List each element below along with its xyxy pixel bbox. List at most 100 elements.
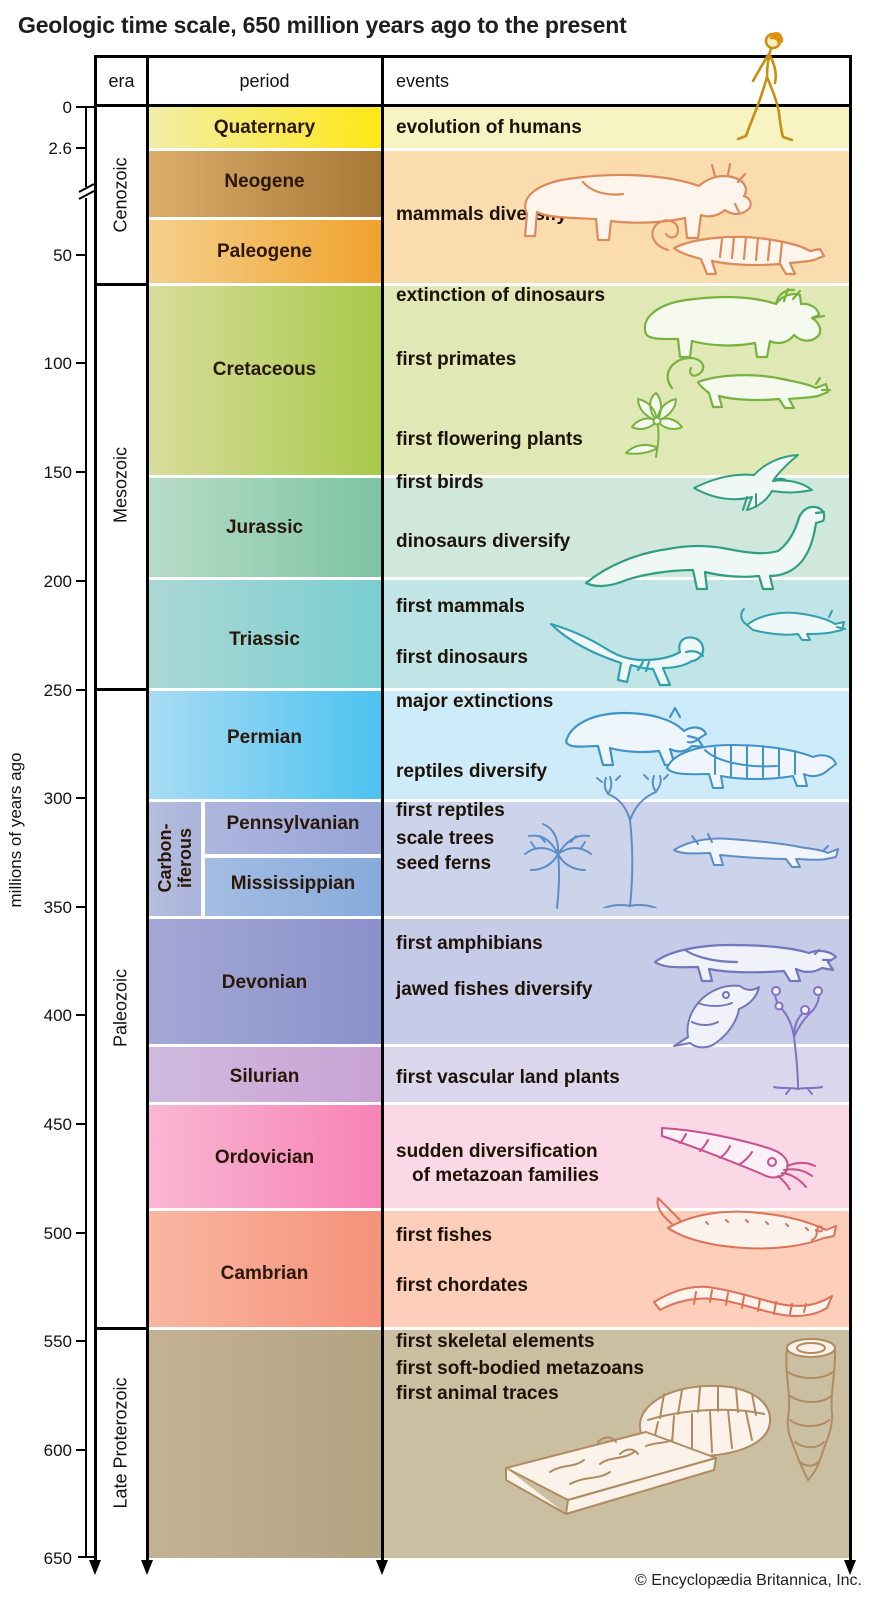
uintatherium-illustration xyxy=(523,162,752,242)
armored-fish-illustration xyxy=(673,984,760,1049)
event-first-reptiles: first reptiles xyxy=(396,800,505,821)
period-band-pennsylvanian xyxy=(205,802,381,854)
tick-label-150: 150 xyxy=(43,463,72,482)
tick-label-600: 600 xyxy=(43,1441,72,1460)
period-band-cretaceous xyxy=(148,286,381,475)
event-reptiles-diversify: reptiles diversify xyxy=(396,761,548,782)
tick-label-250: 250 xyxy=(43,681,72,700)
early-mammal-illustration xyxy=(740,608,846,641)
copyright-text: © Encyclopædia Britannica, Inc. xyxy=(634,1572,862,1589)
period-label-cretaceous: Cretaceous xyxy=(212,359,317,380)
event-dinosaurs-diversify: dinosaurs diversify xyxy=(396,531,571,552)
table-right-border xyxy=(849,55,852,1562)
tick-label-300: 300 xyxy=(43,789,72,808)
early-reptile-illustration xyxy=(673,833,839,868)
period-label-mississippian: Mississippian xyxy=(230,873,356,894)
flowering-plant-illustration xyxy=(625,392,683,458)
header-period: period xyxy=(239,71,290,91)
carboniferous-line1: Carbon- xyxy=(154,823,175,893)
table-top-border xyxy=(94,55,852,58)
period-label-neogene: Neogene xyxy=(224,171,305,192)
tick-mark xyxy=(76,1123,86,1125)
event-extinction-of-dinosaurs: extinction of dinosaurs xyxy=(396,285,606,306)
period-band-cambrian xyxy=(148,1211,381,1327)
scale-tree-illustration xyxy=(596,774,669,908)
event-first-birds: first birds xyxy=(396,472,484,493)
tick-mark xyxy=(76,1340,86,1342)
period-label-cambrian: Cambrian xyxy=(220,1263,309,1284)
axis-break xyxy=(81,187,91,198)
tick-label-2-6: 2.6 xyxy=(48,139,72,158)
era-label-late-proterozoic: Late Proterozoic xyxy=(110,1377,131,1509)
event-of-metazoan-families: of metazoan families xyxy=(412,1165,599,1186)
events-band-devonian xyxy=(384,919,850,1044)
event-first-vascular-land-plants: first vascular land plants xyxy=(396,1067,620,1088)
tick-mark xyxy=(76,362,86,364)
triceratops-illustration xyxy=(643,287,826,359)
axis-title: millions of years ago xyxy=(6,752,25,908)
period-label-carboniferous: Carbon- iferous xyxy=(155,824,195,893)
table-left-border xyxy=(94,55,97,1562)
period-label-paleogene: Paleogene xyxy=(216,241,313,262)
period-band-devonian xyxy=(148,919,381,1044)
tick-mark xyxy=(76,797,86,799)
event-seed-ferns: seed ferns xyxy=(396,853,492,874)
header-era: era xyxy=(108,71,135,91)
conical-fossil-illustration xyxy=(785,1338,837,1481)
era-label-mesozoic: Mesozoic xyxy=(110,446,131,524)
event-first-chordates: first chordates xyxy=(396,1275,528,1296)
tick-mark xyxy=(76,254,86,256)
arrow-period-divider xyxy=(376,1560,388,1575)
period-band-late-proterozoic xyxy=(148,1330,381,1558)
event-first-soft-bodied-metazoans: first soft-bodied metazoans xyxy=(396,1358,645,1379)
gorgonopsid-illustration xyxy=(564,706,708,767)
period-label-quaternary: Quaternary xyxy=(213,117,316,138)
tick-label-350: 350 xyxy=(43,898,72,917)
period-label-permian: Permian xyxy=(227,727,302,748)
creodont-illustration xyxy=(651,219,826,276)
tick-mark xyxy=(76,580,86,582)
axis-end-foot xyxy=(78,1556,95,1558)
archaeopteryx-illustration xyxy=(693,454,813,511)
tick-mark xyxy=(76,147,86,149)
theropod-illustration xyxy=(549,622,705,687)
period-label-pennsylvanian: Pennsylvanian xyxy=(226,813,360,834)
seed-fern-illustration xyxy=(524,823,592,909)
time-axis-line xyxy=(85,107,87,1558)
period-label-devonian: Devonian xyxy=(221,972,308,993)
period-band-silurian xyxy=(148,1047,381,1102)
period-band-jurassic xyxy=(148,478,381,577)
tick-mark xyxy=(76,1232,86,1234)
nautiloid-illustration xyxy=(661,1127,816,1190)
walking-human-illustration xyxy=(736,32,794,142)
arrow-left-border xyxy=(89,1560,101,1575)
arrow-right-border xyxy=(844,1560,856,1575)
era-label-cenozoic: Cenozoic xyxy=(110,157,131,233)
sauropod-illustration xyxy=(584,505,826,591)
tick-label-650: 650 xyxy=(43,1549,72,1568)
era-period-divider xyxy=(146,55,149,1562)
period-label-jurassic: Jurassic xyxy=(225,517,304,538)
event-first-amphibians: first amphibians xyxy=(396,933,543,954)
tick-label-50: 50 xyxy=(53,246,72,265)
period-events-divider xyxy=(381,55,384,1562)
period-band-permian xyxy=(148,691,381,799)
event-jawed-fishes-diversify: jawed fishes diversify xyxy=(396,979,593,1000)
page-title: Geologic time scale, 650 million years a… xyxy=(18,12,627,38)
early-primate-illustration xyxy=(666,356,832,410)
period-band-quaternary xyxy=(148,107,381,148)
early-amphibian-illustration xyxy=(653,943,838,983)
event-evolution-of-humans: evolution of humans xyxy=(396,117,582,138)
event-first-flowering-plants: first flowering plants xyxy=(396,429,583,450)
tick-label-500: 500 xyxy=(43,1224,72,1243)
tick-mark xyxy=(76,1449,86,1451)
tick-mark xyxy=(76,106,94,108)
era-divider-paleozoic-proterozoic xyxy=(94,1327,149,1330)
pikaia-illustration xyxy=(653,1285,833,1317)
era-label-paleozoic: Paleozoic xyxy=(110,968,131,1048)
period-band-paleogene xyxy=(148,220,381,283)
tick-mark xyxy=(76,1014,86,1016)
event-sudden-diversification: sudden diversification xyxy=(396,1141,598,1162)
event-mammals-diversify: mammals diversify xyxy=(396,204,568,225)
